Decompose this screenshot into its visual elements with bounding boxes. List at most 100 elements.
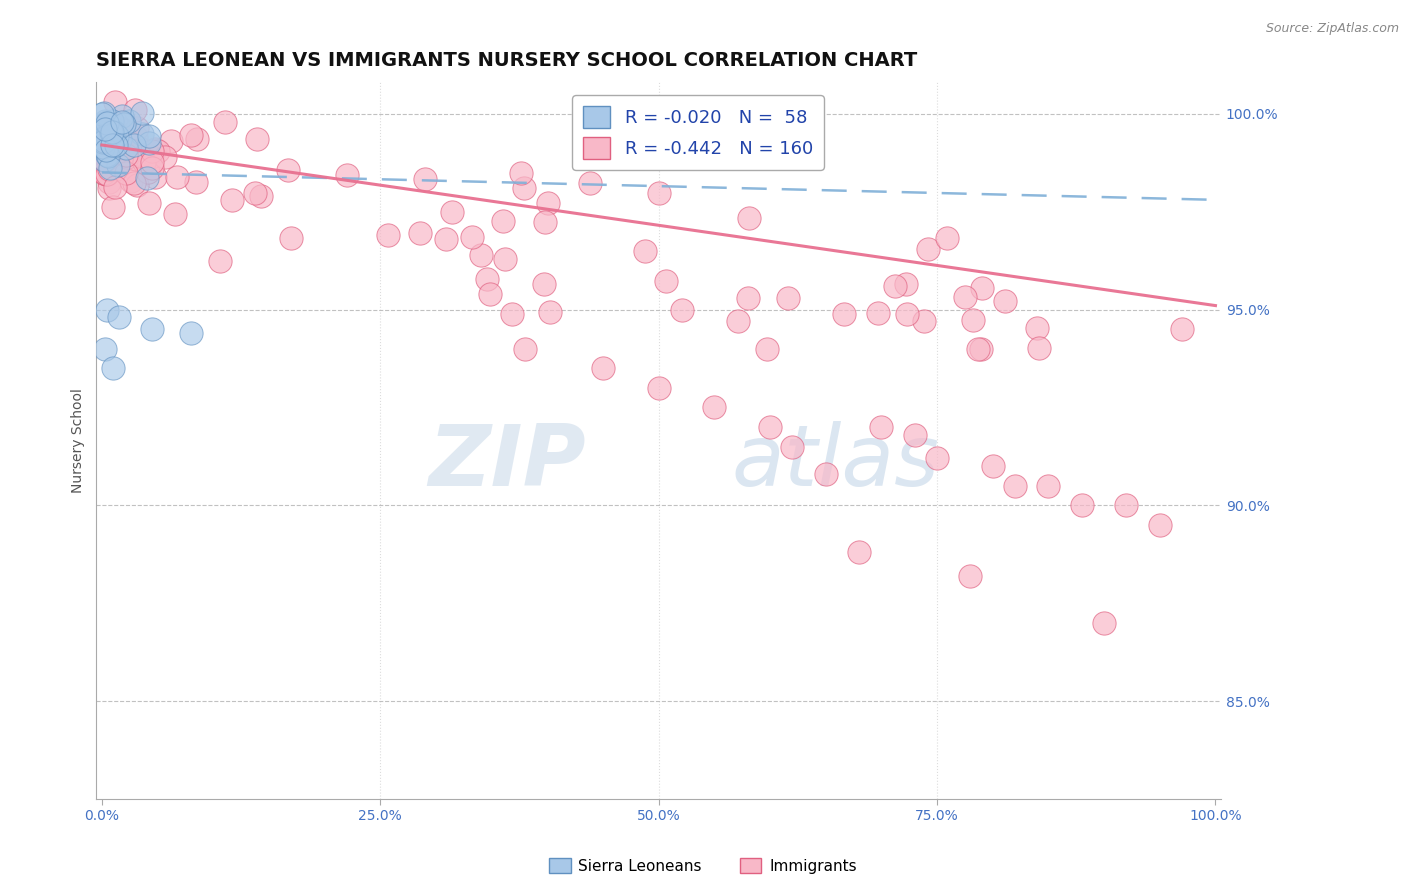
Point xyxy=(98,161,121,176)
Point xyxy=(107,155,129,169)
Text: Source: ZipAtlas.com: Source: ZipAtlas.com xyxy=(1265,22,1399,36)
Text: SIERRA LEONEAN VS IMMIGRANTS NURSERY SCHOOL CORRELATION CHART: SIERRA LEONEAN VS IMMIGRANTS NURSERY SCH… xyxy=(97,51,918,70)
Point xyxy=(96,144,118,158)
Point xyxy=(103,135,125,149)
Point xyxy=(534,214,557,228)
Point xyxy=(107,137,129,152)
Point xyxy=(160,134,183,148)
Point xyxy=(96,152,118,166)
Point xyxy=(97,149,120,163)
Point xyxy=(127,140,149,154)
Point xyxy=(727,314,749,328)
Point xyxy=(105,145,128,159)
Point xyxy=(93,122,115,136)
Point xyxy=(125,152,148,166)
Point xyxy=(246,132,269,146)
Point xyxy=(143,143,166,157)
Point xyxy=(510,166,533,180)
Point xyxy=(127,146,149,161)
Point xyxy=(917,242,939,256)
Point xyxy=(111,124,134,138)
Point xyxy=(115,139,138,153)
Point xyxy=(904,427,927,442)
Point xyxy=(896,307,918,321)
Point xyxy=(138,128,160,143)
Point xyxy=(111,115,134,129)
Point xyxy=(118,127,141,141)
Point xyxy=(93,141,115,155)
Point xyxy=(105,138,128,153)
Point xyxy=(884,278,907,293)
Point xyxy=(107,120,129,134)
Point xyxy=(93,166,115,180)
Point xyxy=(131,128,153,142)
Point xyxy=(141,144,163,158)
Point xyxy=(243,186,266,200)
Text: ZIP: ZIP xyxy=(427,421,585,504)
Point xyxy=(117,133,139,147)
Point xyxy=(163,207,186,221)
Point xyxy=(104,131,127,145)
Point xyxy=(96,167,118,181)
Point xyxy=(280,230,302,244)
Y-axis label: Nursery School: Nursery School xyxy=(72,388,86,493)
Point xyxy=(91,141,114,155)
Point xyxy=(103,125,125,139)
Point xyxy=(100,132,122,146)
Point xyxy=(778,291,800,305)
Point xyxy=(91,120,114,135)
Legend: Sierra Leoneans, Immigrants: Sierra Leoneans, Immigrants xyxy=(543,852,863,880)
Point xyxy=(91,145,114,159)
Point xyxy=(138,136,160,151)
Point xyxy=(108,132,131,146)
Point xyxy=(634,244,657,259)
Point xyxy=(103,151,125,165)
Point xyxy=(184,175,207,189)
Point xyxy=(98,128,121,143)
Point xyxy=(478,287,501,301)
Point xyxy=(105,128,128,143)
Point xyxy=(97,115,120,129)
Point xyxy=(967,342,990,356)
Point xyxy=(180,326,202,340)
Point xyxy=(107,158,129,172)
Point xyxy=(94,131,117,145)
Point xyxy=(959,569,981,583)
Point xyxy=(1092,615,1115,630)
Point xyxy=(671,302,693,317)
Point xyxy=(441,205,464,219)
Point xyxy=(118,113,141,128)
Point xyxy=(93,129,115,144)
Point xyxy=(94,143,117,157)
Point xyxy=(1149,517,1171,532)
Point xyxy=(96,128,118,143)
Point xyxy=(100,114,122,128)
Point xyxy=(647,381,669,395)
Point xyxy=(782,440,804,454)
Point xyxy=(1038,479,1060,493)
Point xyxy=(101,161,124,175)
Point xyxy=(894,277,917,291)
Point xyxy=(112,132,135,146)
Point xyxy=(912,313,935,327)
Point xyxy=(132,155,155,169)
Point xyxy=(538,305,561,319)
Point xyxy=(136,171,159,186)
Point xyxy=(994,294,1017,309)
Point xyxy=(101,138,124,153)
Point xyxy=(111,128,134,143)
Point xyxy=(655,275,678,289)
Point xyxy=(136,164,159,178)
Point xyxy=(96,302,118,317)
Point xyxy=(413,172,436,186)
Point xyxy=(703,401,725,415)
Point xyxy=(100,125,122,139)
Point xyxy=(114,166,136,180)
Point xyxy=(208,254,231,268)
Point xyxy=(494,252,516,266)
Point xyxy=(111,109,134,123)
Point xyxy=(143,170,166,185)
Point xyxy=(97,119,120,133)
Point xyxy=(91,146,114,161)
Point xyxy=(104,95,127,109)
